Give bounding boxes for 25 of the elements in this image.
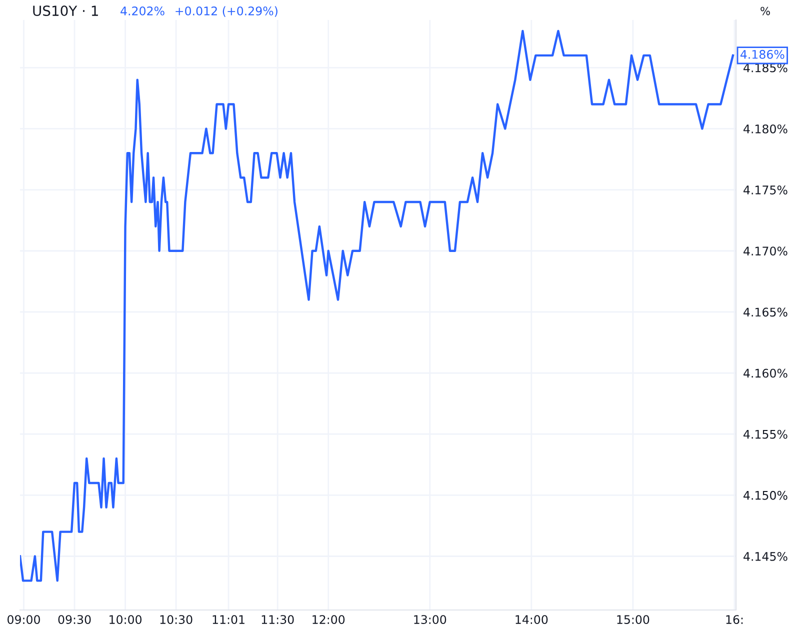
x-tick-label: 11:01 [212, 615, 244, 624]
x-tick-label: 14:00 [516, 615, 548, 624]
annotation: 4.186% [740, 50, 784, 59]
y-tick-label: 4.155% [744, 430, 788, 439]
y-tick-label: 4.175% [744, 186, 788, 194]
x-tick-label: 11:30 [262, 615, 294, 624]
y-tick-label: 4.150% [744, 490, 788, 500]
text: % [760, 6, 770, 16]
x-tick-label: 12:00 [312, 615, 345, 624]
y-tick-label: 4.145% [744, 552, 788, 561]
y-tick-label: 4.160% [744, 368, 788, 378]
chart-title: US10Y · 1 [33, 6, 98, 16]
x-tick-label: 10:30 [160, 615, 192, 624]
x-tick-label: 13:00 [414, 615, 446, 624]
x-tick-label: 09:00 [8, 615, 40, 624]
x-tick-label: 16: [726, 615, 743, 624]
text: 4.202% [120, 6, 164, 16]
y-tick-label: 4.170% [744, 246, 788, 256]
x-tick-label: 15:00 [617, 615, 650, 624]
line-series [20, 30, 734, 582]
y-tick-label: 4.165% [744, 308, 788, 317]
x-tick-label: 09:30 [58, 615, 91, 624]
x-tick-label: 10:00 [110, 615, 142, 624]
y-tick-label: 4.180% [744, 124, 788, 134]
text: +0.012 (+0.29%) [176, 6, 278, 17]
